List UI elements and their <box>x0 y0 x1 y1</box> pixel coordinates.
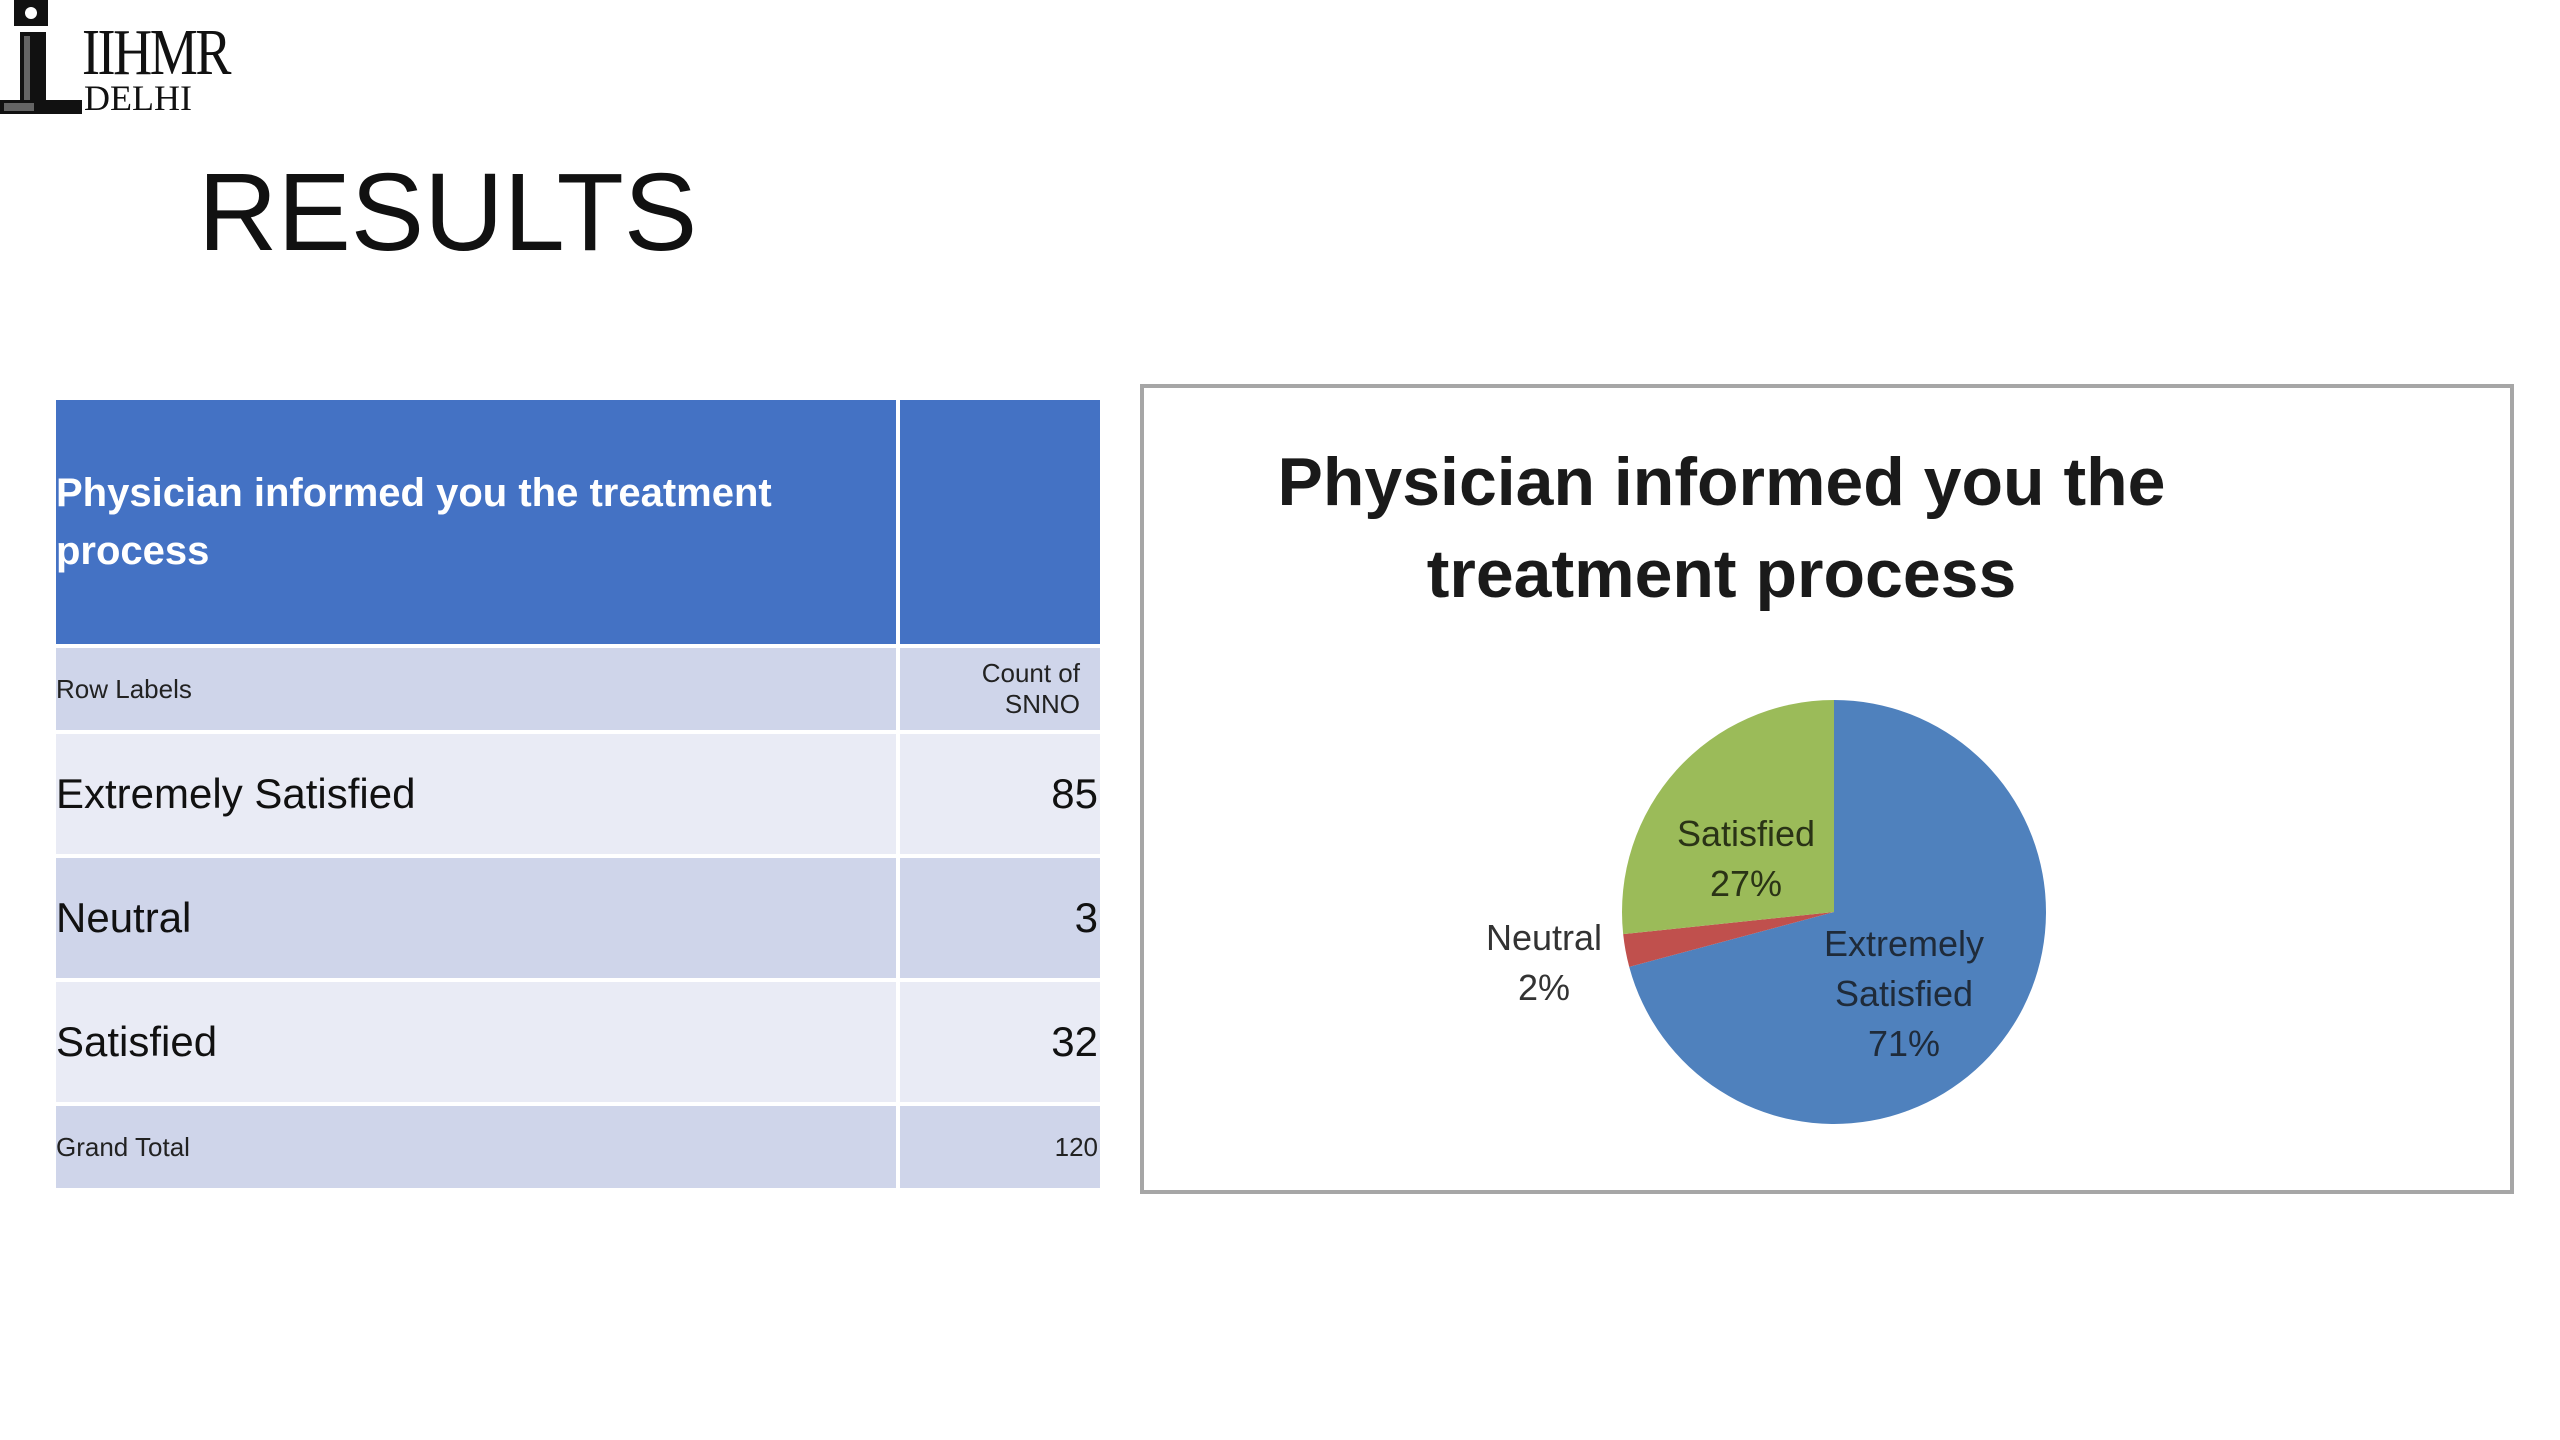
pie-data-label: Neutral 2% <box>1486 917 1602 1008</box>
pie-data-label: Satisfied 27% <box>1677 813 1815 904</box>
row-label: Satisfied <box>52 978 900 1106</box>
row-label: Extremely Satisfied <box>52 730 900 858</box>
table-row: Extremely Satisfied 85 <box>52 730 1104 858</box>
row-labels-heading: Row Labels <box>52 644 900 734</box>
logo-text-iihmr: IIHMR <box>82 16 232 89</box>
row-value: 3 <box>896 854 1104 982</box>
grand-total-value: 120 <box>896 1102 1104 1192</box>
count-heading: Count of SNNO <box>896 644 1104 734</box>
table-header-title: Physician informed you the treatment pro… <box>52 396 900 648</box>
table-labels-row: Row Labels Count of SNNO <box>52 644 1104 734</box>
table-row: Satisfied 32 <box>52 978 1104 1106</box>
chart-title: Physician informed you the treatment pro… <box>1144 436 2299 620</box>
pie-slice-satisfied <box>1622 700 1834 935</box>
pie-chart-panel: Physician informed you the treatment pro… <box>1140 384 2514 1194</box>
grand-total-row: Grand Total 120 <box>52 1102 1104 1192</box>
row-value: 85 <box>896 730 1104 858</box>
table-row: Neutral 3 <box>52 854 1104 982</box>
row-label: Neutral <box>52 854 900 982</box>
pie-slice-neutral <box>1623 912 1834 967</box>
slide-title: RESULTS <box>198 151 698 274</box>
pie-data-label: Extremely Satisfied 71% <box>1824 923 1984 1064</box>
logo-text-delhi: DELHI <box>84 78 192 118</box>
grand-total-label: Grand Total <box>52 1102 900 1192</box>
row-value: 32 <box>896 978 1104 1106</box>
pivot-table: Physician informed you the treatment pro… <box>52 396 1104 1192</box>
table-header-empty-cell <box>896 396 1104 648</box>
logo-mark-icon <box>0 0 82 114</box>
table-header-row: Physician informed you the treatment pro… <box>52 396 1104 648</box>
chart-title-line: treatment process <box>1426 536 2017 612</box>
pie-chart: Extremely Satisfied 71% Neutral 2% Satisfied 2… <box>1486 700 2046 1124</box>
iihmr-delhi-logo: IIHMR DELHI <box>0 0 232 120</box>
chart-title-line: Physician informed you the <box>1277 444 2166 520</box>
pie-slice-extremely-satisfied <box>1629 700 2046 1124</box>
